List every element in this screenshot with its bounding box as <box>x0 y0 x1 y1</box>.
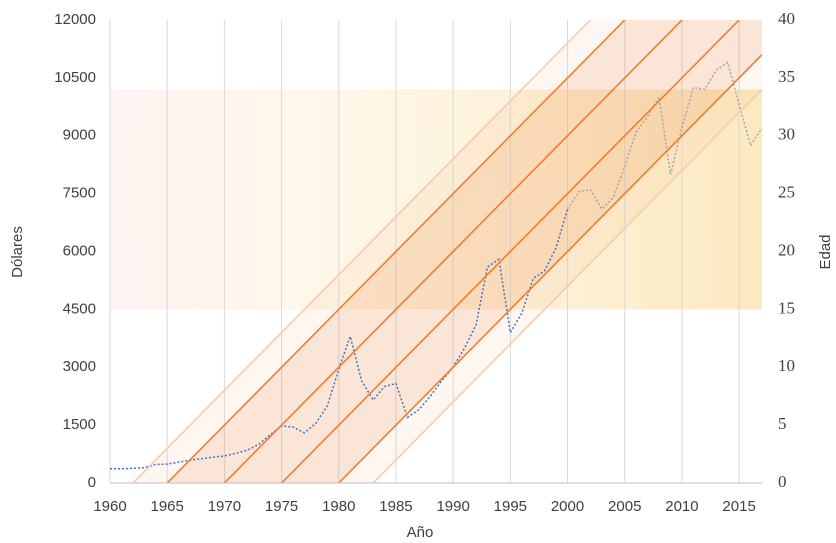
x-tick-label: 1965 <box>151 498 184 515</box>
cohort-line <box>338 54 762 483</box>
data-line <box>110 208 569 470</box>
x-tick-label: 1985 <box>379 498 412 515</box>
data-line <box>566 61 762 211</box>
y2-tick-label: 10 <box>778 356 795 375</box>
x-tick-label: 1960 <box>93 498 126 515</box>
x-tick-label: 1995 <box>494 498 527 515</box>
grid-layer <box>109 20 740 483</box>
y2-tick-label: 25 <box>778 183 795 202</box>
y2-axis-title: Edad <box>817 234 834 269</box>
y-tick-label: 7500 <box>63 185 96 202</box>
y2-tick-label: 40 <box>778 9 795 28</box>
cohort-line <box>372 88 762 483</box>
y2-tick-label: 20 <box>778 240 795 259</box>
y-tick-label: 1500 <box>63 416 96 433</box>
x-tick-label: 1970 <box>208 498 241 515</box>
y-tick-label: 9000 <box>63 127 96 144</box>
x-tick-label: 1975 <box>265 498 298 515</box>
y-axis-title: Dólares <box>9 226 26 278</box>
cohort-band <box>167 20 682 483</box>
x-tick-label: 1990 <box>436 498 469 515</box>
y2-tick-label: 30 <box>778 125 795 144</box>
y-tick-label: 6000 <box>63 242 96 259</box>
y2-tick-label: 35 <box>778 67 795 86</box>
cohort-band <box>281 20 762 483</box>
cohort-line <box>281 20 740 483</box>
x-axis-title: Año <box>407 524 434 541</box>
line-layer <box>110 20 762 483</box>
x-tick-label: 1980 <box>322 498 355 515</box>
x-tick-label: 2000 <box>551 498 584 515</box>
label-layer: 1960 1965 1970 1975 1980 1985 1990 1995 2000 2005… <box>54 9 795 515</box>
cohort-line <box>166 20 626 483</box>
cohort-band <box>132 20 625 483</box>
cohort-band <box>224 20 740 483</box>
y-tick-label: 12000 <box>54 11 96 28</box>
y-tick-label: 3000 <box>63 358 96 375</box>
x-tick-label: 2015 <box>722 498 755 515</box>
x-tick-label: 2010 <box>665 498 698 515</box>
y-tick-label: 10500 <box>54 69 96 86</box>
cohort-line <box>132 20 591 483</box>
y2-tick-label: 5 <box>778 414 787 433</box>
x-tick-label: 2005 <box>608 498 641 515</box>
y-tick-label: 0 <box>88 474 96 491</box>
y2-tick-label: 0 <box>778 472 787 491</box>
y-tick-label: 4500 <box>63 300 96 317</box>
cohort-line <box>223 20 683 483</box>
y2-tick-label: 15 <box>778 298 795 317</box>
